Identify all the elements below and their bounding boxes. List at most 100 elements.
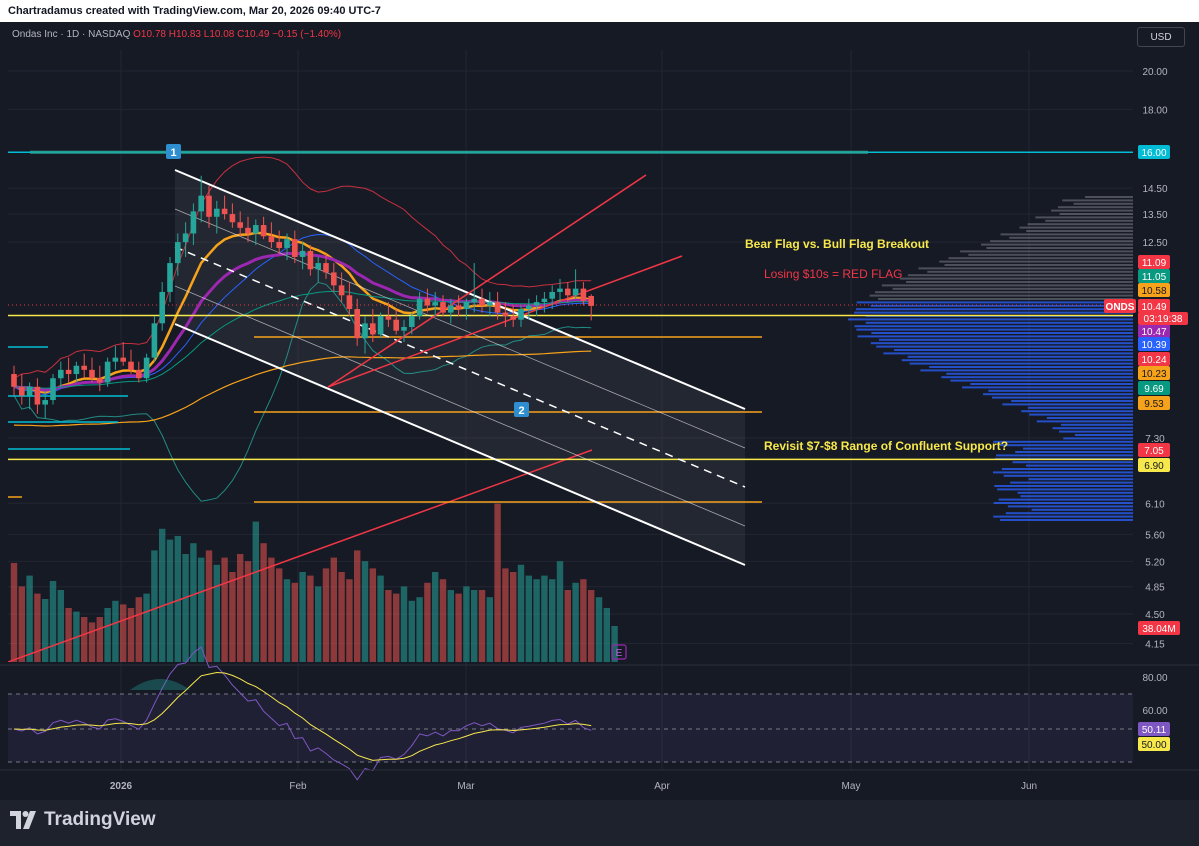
- candle-body: [73, 365, 80, 375]
- candle-body: [136, 369, 142, 379]
- candle-body: [455, 305, 462, 310]
- symbol-name[interactable]: Ondas Inc · 1D · NASDAQ: [12, 29, 131, 40]
- price-tick-label: 12.50: [1142, 238, 1167, 249]
- volume-profile-row: [994, 485, 1133, 487]
- candle-body: [526, 305, 532, 310]
- candle-body: [572, 288, 579, 296]
- osc-band: [8, 694, 1133, 762]
- price-tick-label: 13.50: [1142, 210, 1167, 221]
- volume-bar: [502, 568, 509, 662]
- candle-body: [214, 208, 220, 217]
- volume-bar: [580, 579, 587, 662]
- candle-body: [26, 386, 33, 396]
- candle-body: [50, 378, 56, 401]
- osc-line: [13, 646, 592, 781]
- price-badge-label: 10.58: [1141, 286, 1166, 297]
- volume-bar: [260, 543, 267, 662]
- volume-bar: [455, 593, 462, 662]
- annotation-title: Bear Flag vs. Bull Flag Breakout: [745, 237, 929, 251]
- volume-bar: [354, 550, 361, 662]
- volume-profile-row: [848, 318, 1133, 321]
- price-badge-label: 10.23: [1141, 369, 1166, 380]
- candle-body: [307, 250, 314, 270]
- volume-bar: [18, 586, 25, 662]
- volume-bar: [416, 597, 423, 662]
- volume-profile-row: [948, 257, 1133, 260]
- volume-profile-row: [946, 372, 1133, 375]
- annotation-question: Revisit $7-$8 Range of Confluent Support…: [764, 439, 1008, 453]
- candle-body: [580, 288, 587, 301]
- volume-profile-row: [875, 291, 1133, 294]
- volume-profile-row: [1031, 508, 1133, 511]
- volume-profile-row: [997, 488, 1133, 491]
- candle-body: [58, 369, 64, 379]
- candle-body: [260, 225, 267, 237]
- volume-profile-row: [991, 396, 1133, 399]
- candle-body: [409, 316, 415, 327]
- tradingview-logo[interactable]: TradingView: [10, 809, 156, 831]
- volume-profile-row: [986, 247, 1133, 249]
- volume-bar: [346, 579, 353, 662]
- price-tick-label: 4.15: [1145, 639, 1165, 650]
- candle-body: [19, 386, 25, 396]
- price-badge: [1138, 443, 1170, 457]
- volume-profile-row: [854, 325, 1133, 328]
- candle-body: [479, 298, 485, 306]
- candle-body: [432, 302, 438, 306]
- volume-bars: [10, 503, 618, 662]
- volume-profile-row: [1021, 410, 1133, 413]
- earnings-badge[interactable]: [611, 644, 627, 660]
- candle-body: [557, 288, 563, 292]
- candle-body: [268, 236, 275, 243]
- candle-body: [198, 195, 204, 212]
- candle-body: [487, 302, 493, 306]
- lower-band: [13, 281, 592, 502]
- candle-body: [128, 361, 134, 370]
- candle-body: [510, 316, 516, 320]
- candle-body: [299, 250, 306, 257]
- volume-profile-row: [1023, 447, 1133, 450]
- volume-profile-row: [901, 359, 1133, 362]
- annotation-warning: Losing $10s = RED FLAG: [764, 267, 902, 281]
- candle-body: [112, 357, 119, 362]
- oscillator-pane: [0, 646, 1199, 781]
- volume-profile-row: [993, 471, 1133, 474]
- legend-open: O10.78: [133, 29, 166, 40]
- currency-button[interactable]: USD: [1137, 27, 1185, 47]
- candle-body: [292, 239, 298, 257]
- marker-2-label: 2: [518, 405, 524, 417]
- volume-bar: [143, 593, 150, 662]
- volume-bar: [166, 539, 174, 662]
- volume-profile-row: [909, 362, 1133, 365]
- candle-body: [549, 291, 555, 299]
- volume-profile-row: [1017, 491, 1133, 494]
- volume-profile-row: [892, 287, 1133, 290]
- volume-badge: [1138, 621, 1180, 635]
- candle-body: [354, 309, 360, 339]
- volume-profile-row: [883, 352, 1133, 355]
- upper-band: [13, 156, 592, 379]
- volume-bar: [564, 590, 571, 662]
- volume-bar: [533, 579, 540, 662]
- volume-profile-row: [1009, 236, 1133, 239]
- volume-bar: [307, 575, 314, 662]
- volume-profile: [848, 196, 1133, 521]
- candle-body: [440, 302, 446, 313]
- volume-profile-row: [988, 389, 1133, 392]
- price-badge: [1138, 324, 1170, 338]
- channel-quarter-upper: [174, 208, 746, 449]
- volume-profile-row: [1025, 464, 1133, 467]
- volume-bar: [229, 572, 236, 662]
- volume-profile-row: [998, 498, 1133, 501]
- candle-body: [401, 326, 407, 331]
- volume-bar: [424, 582, 431, 662]
- candles: [11, 175, 594, 419]
- candle-body: [471, 298, 477, 303]
- volume-profile-row: [876, 345, 1133, 348]
- candle-body: [448, 305, 454, 313]
- time-tick-label: Apr: [654, 781, 670, 792]
- price-chart[interactable]: 20.0018.0014.5013.5012.507.306.105.605.2…: [0, 0, 1199, 800]
- volume-bar: [104, 608, 111, 662]
- volume-badge-label: 38.04M: [1142, 624, 1175, 635]
- volume-profile-row: [865, 321, 1133, 324]
